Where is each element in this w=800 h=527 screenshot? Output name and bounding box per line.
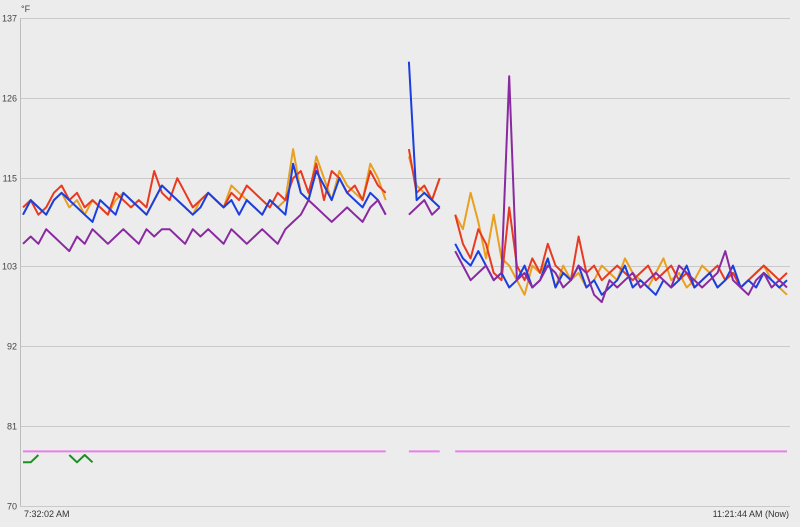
y-tick-label: 137 <box>2 14 17 24</box>
y-tick-label: 81 <box>7 422 17 432</box>
y-tick-label: 70 <box>7 502 17 512</box>
x-axis-start-label: 7:32:02 AM <box>24 509 70 519</box>
series-lines <box>22 61 788 464</box>
series-line-4 <box>22 75 788 304</box>
series-line-5 <box>23 454 94 464</box>
plot-area <box>20 18 790 506</box>
y-tick-label: 126 <box>2 94 17 104</box>
x-axis-end-label: 11:21:44 AM (Now) <box>713 509 789 519</box>
grid <box>20 18 790 507</box>
y-tick-label: 92 <box>7 342 17 352</box>
y-tick-label: 115 <box>3 174 17 184</box>
y-tick-label: 103 <box>2 262 17 272</box>
y-axis-unit: °F <box>21 4 31 14</box>
series-line-3 <box>22 61 788 296</box>
y-axis-ticks: 70 81 92 103 115 126 137 <box>2 14 17 512</box>
